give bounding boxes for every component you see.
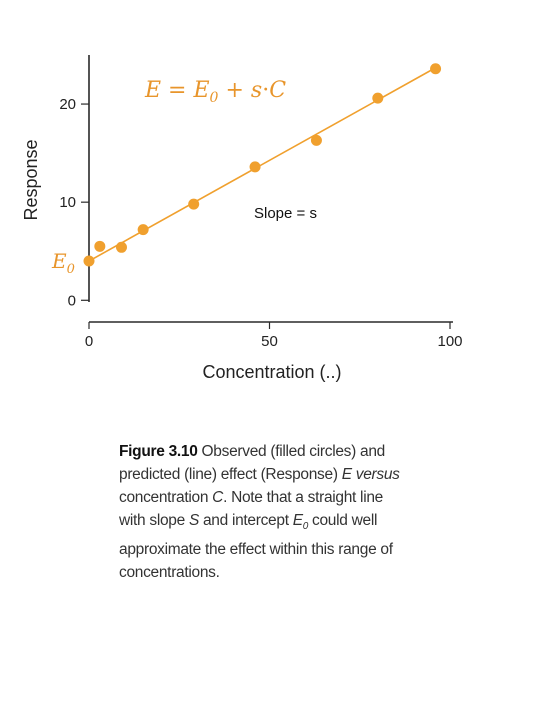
figure-caption: Figure 3.10 Observed (filled circles) an…: [119, 443, 400, 582]
chart: 0 10 20 0 50 100 Concentration (..) Response…: [21, 55, 463, 382]
data-point: [115, 241, 127, 253]
data-point: [94, 240, 106, 252]
x-tick-label: 0: [85, 333, 93, 350]
data-points: [83, 63, 442, 267]
intercept-annotation: E0: [51, 249, 75, 277]
caption-label: Figure 3.10: [119, 443, 198, 460]
y-tick-label: 10: [59, 194, 76, 211]
x-ticks: 0 50 100: [85, 322, 463, 350]
data-point: [249, 161, 261, 173]
data-point: [83, 255, 95, 267]
x-tick-label: 100: [437, 333, 462, 350]
y-tick-label: 0: [68, 292, 76, 309]
data-point: [137, 224, 149, 236]
y-axis-title: Response: [21, 139, 41, 220]
data-point: [372, 92, 384, 104]
x-axis-title: Concentration (..): [202, 362, 341, 382]
x-tick-label: 50: [261, 333, 278, 350]
y-ticks: 0 10 20: [59, 96, 89, 309]
data-point: [188, 198, 200, 210]
y-tick-label: 20: [59, 96, 76, 113]
slope-annotation: Slope = s: [254, 205, 317, 222]
equation-annotation: E = E0 + s·C: [144, 78, 286, 106]
data-point: [310, 134, 322, 146]
data-point: [430, 63, 442, 75]
